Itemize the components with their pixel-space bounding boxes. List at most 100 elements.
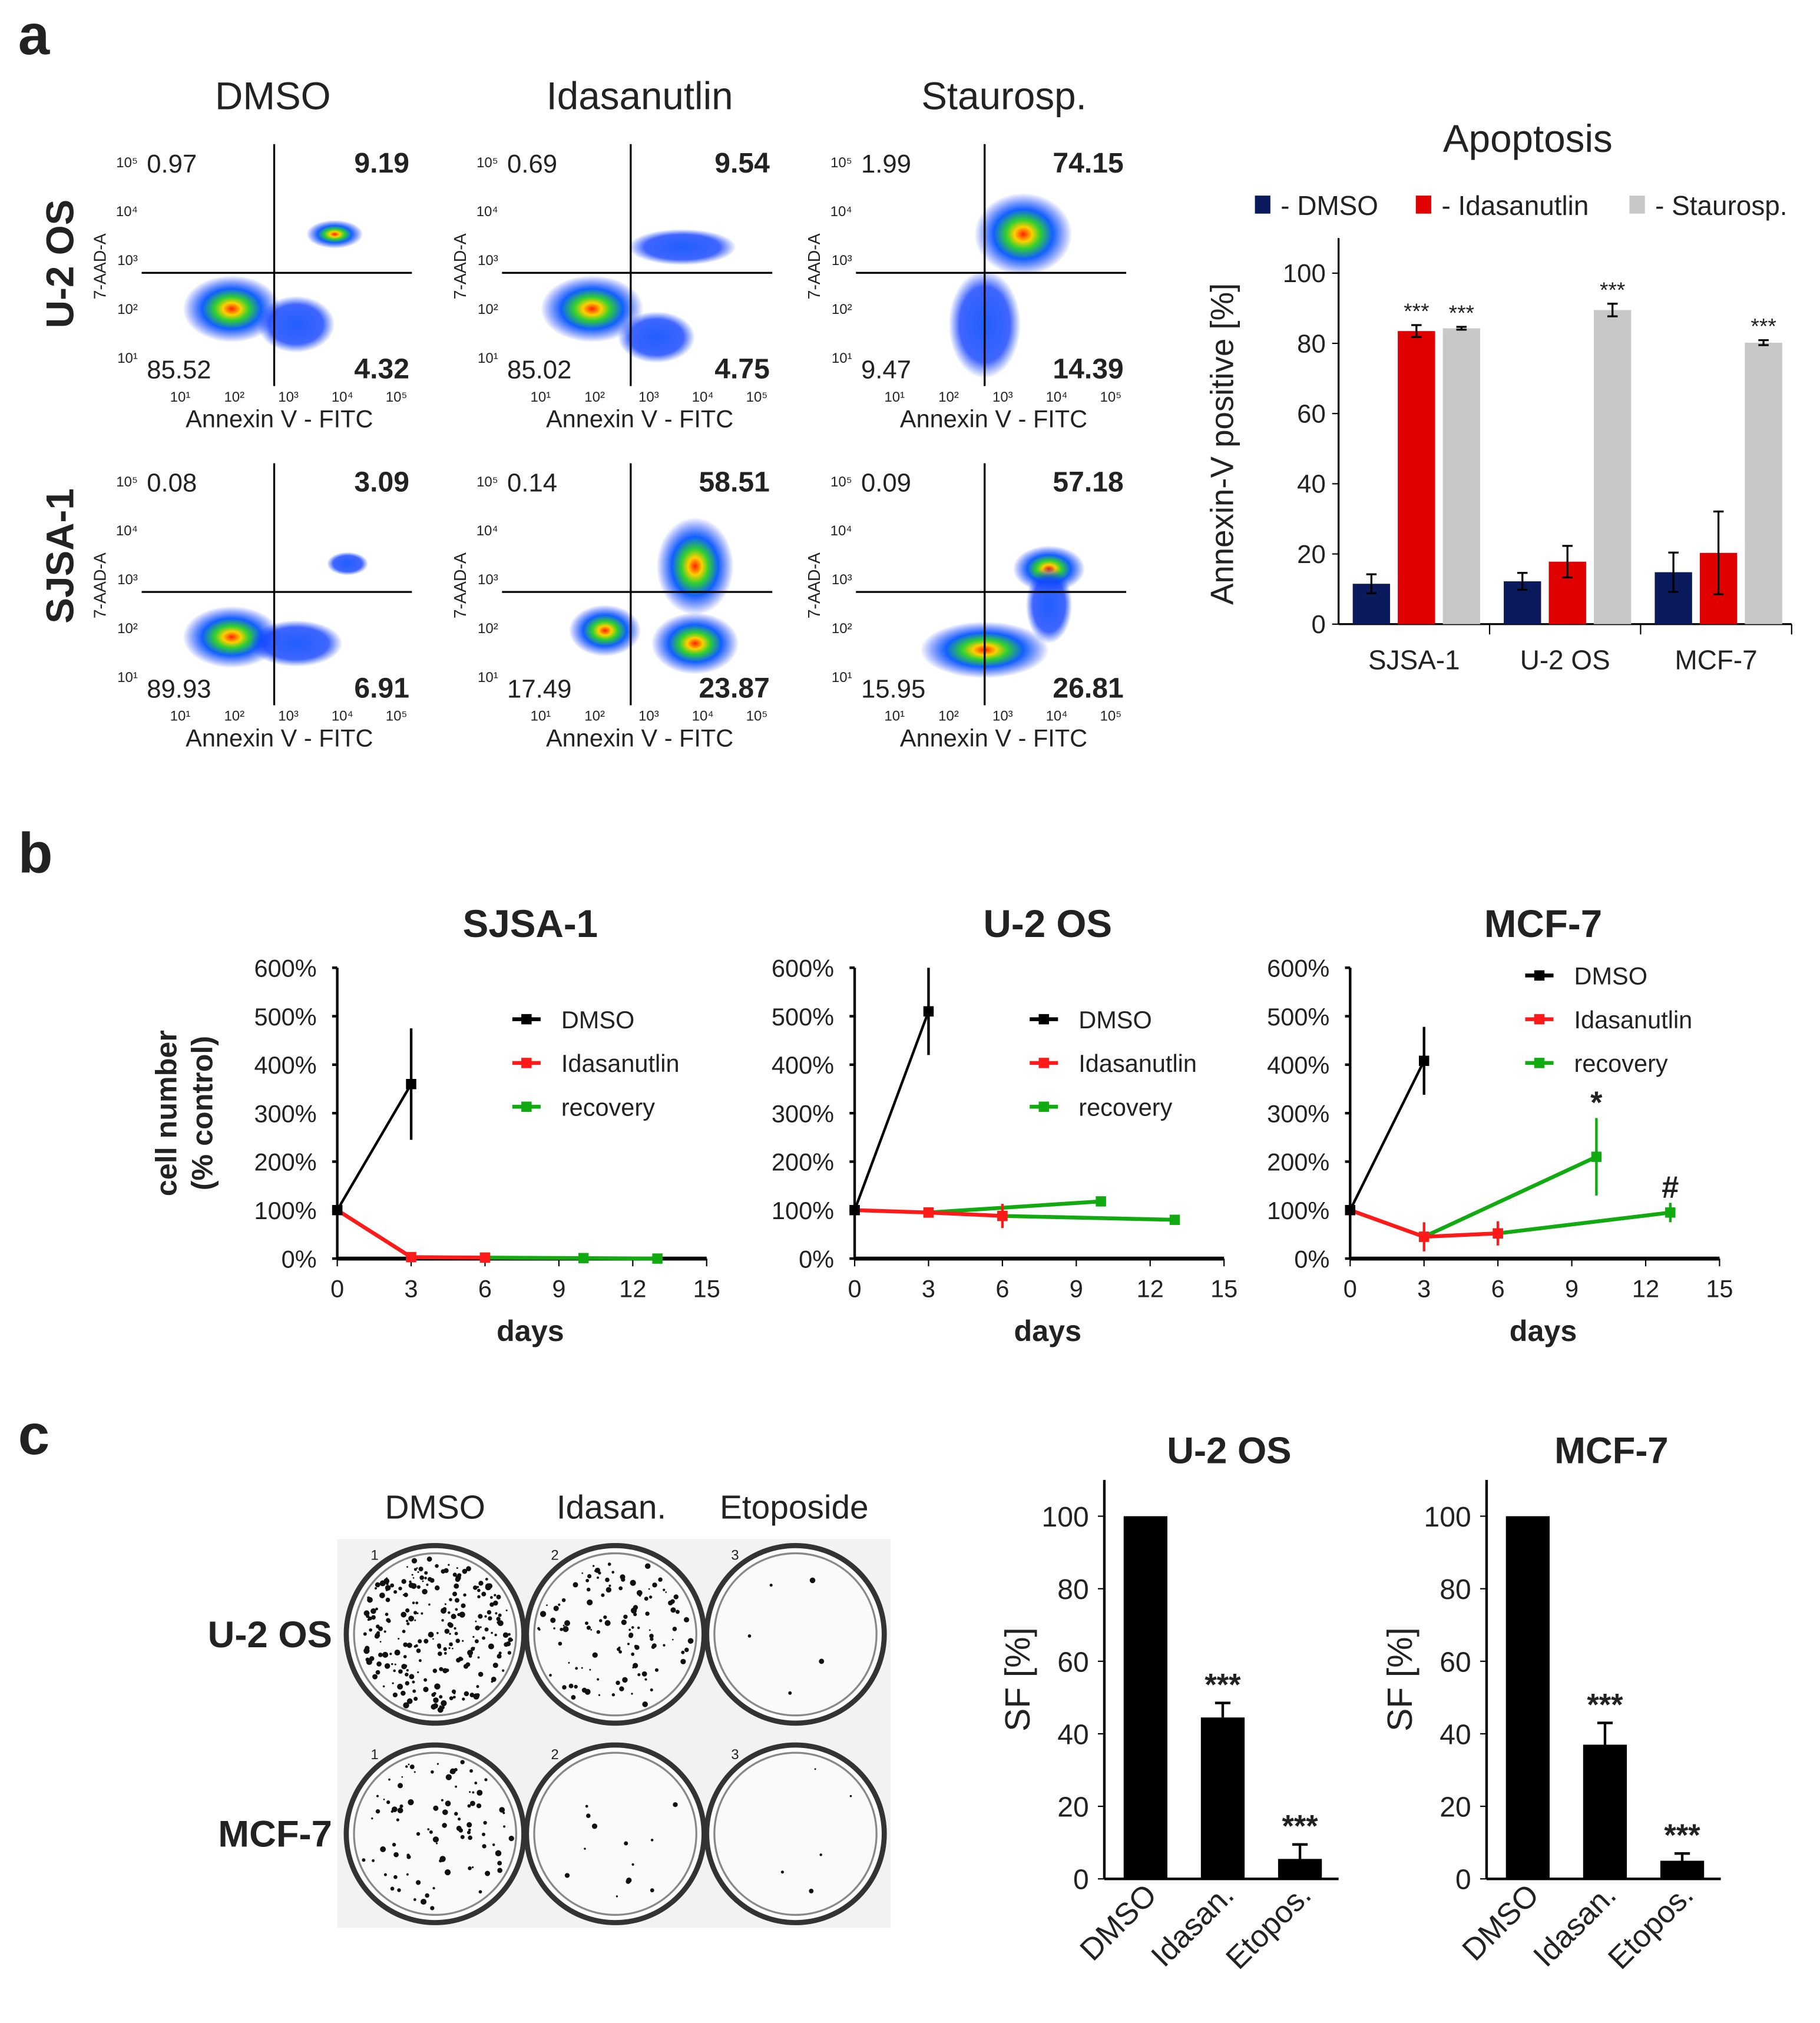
colony xyxy=(560,1627,564,1631)
y-axis-label: SF [%] xyxy=(1381,1627,1419,1731)
y-axis-label: SF [%] xyxy=(998,1627,1037,1731)
colony xyxy=(411,1574,413,1576)
colony xyxy=(497,1654,502,1659)
colony xyxy=(398,1783,403,1789)
colony xyxy=(449,1633,451,1635)
colony xyxy=(401,1776,403,1778)
colony xyxy=(436,1842,438,1845)
bar xyxy=(1200,1717,1245,1879)
y-tick-label: 40 xyxy=(1440,1719,1471,1750)
colony xyxy=(589,1668,591,1671)
data-point xyxy=(479,1252,491,1263)
culture-well: 1 xyxy=(343,1742,527,1925)
y-tick-label: 300% xyxy=(772,1100,834,1127)
colony xyxy=(491,1631,493,1634)
colony xyxy=(616,1680,620,1686)
data-point xyxy=(406,1079,416,1090)
data-point xyxy=(332,1204,343,1216)
colony xyxy=(406,1673,409,1676)
colony xyxy=(431,1770,434,1774)
colony xyxy=(443,1647,447,1651)
y-tick-label: 10⁵ xyxy=(116,155,138,171)
colony xyxy=(371,1817,373,1820)
colony xyxy=(434,1585,440,1591)
y-tick-label: 300% xyxy=(254,1100,317,1127)
colony xyxy=(477,1588,481,1592)
colony xyxy=(650,1888,654,1893)
quadrant-ll-value: 85.52 xyxy=(147,355,211,384)
y-tick-label: 60 xyxy=(1297,400,1326,429)
colony xyxy=(402,1630,406,1634)
colony xyxy=(427,1577,432,1582)
colony xyxy=(546,1604,548,1606)
colony xyxy=(398,1669,403,1674)
quadrant-ul-value: 0.09 xyxy=(861,469,911,498)
colony xyxy=(397,1807,403,1813)
colony xyxy=(496,1617,501,1621)
colony xyxy=(618,1586,623,1591)
colony xyxy=(441,1700,447,1707)
colony xyxy=(575,1667,578,1670)
quadrant-ur-value: 74.15 xyxy=(1053,147,1123,179)
colony xyxy=(416,1832,421,1836)
panel-label-c: c xyxy=(18,1403,49,1466)
colony xyxy=(445,1800,451,1807)
colony xyxy=(585,1805,588,1808)
legend-marker xyxy=(521,1014,532,1025)
colony xyxy=(496,1594,501,1600)
y-tick-label: 0 xyxy=(1455,1864,1471,1896)
colony xyxy=(484,1615,487,1618)
colony xyxy=(558,1603,561,1606)
colony xyxy=(394,1663,396,1666)
colony xyxy=(386,1586,389,1588)
chart-title: U-2 OS xyxy=(1167,1430,1291,1471)
y-tick-label: 10³ xyxy=(832,572,852,588)
colony xyxy=(472,1791,475,1794)
y-tick-label: 10³ xyxy=(117,572,138,588)
colony xyxy=(423,1638,429,1644)
x-axis-label: days xyxy=(1510,1315,1577,1347)
colony xyxy=(393,1590,398,1594)
x-tick-label: 6 xyxy=(995,1275,1009,1303)
colony xyxy=(458,1828,464,1833)
colony xyxy=(406,1698,413,1704)
colony xyxy=(480,1581,483,1584)
y-tick-label: 500% xyxy=(1267,1003,1329,1031)
colony xyxy=(374,1634,380,1639)
significance-label: *** xyxy=(1587,1688,1623,1722)
series-line-dmso xyxy=(1349,1060,1425,1211)
well-inner xyxy=(533,1751,697,1916)
colony xyxy=(442,1823,447,1828)
category-label: Etopos. xyxy=(1220,1878,1318,1976)
legend-label: DMSO xyxy=(1574,962,1648,990)
colony xyxy=(426,1583,429,1586)
legend-label: recovery xyxy=(1574,1049,1668,1077)
quadrant-lr-value: 23.87 xyxy=(699,672,770,704)
x-tick-label: 0 xyxy=(1344,1275,1357,1303)
colony xyxy=(386,1800,391,1805)
colony xyxy=(611,1693,616,1697)
colony xyxy=(425,1893,429,1898)
category-label: Idasan. xyxy=(1145,1878,1241,1974)
y-tick-label: 10⁴ xyxy=(116,204,138,220)
y-tick-label: 10¹ xyxy=(117,350,138,366)
colony xyxy=(413,1771,416,1773)
x-tick-label: 10³ xyxy=(638,389,659,405)
colony xyxy=(498,1651,502,1655)
colony xyxy=(469,1791,471,1793)
colony xyxy=(439,1856,446,1862)
y-tick-label: 60 xyxy=(1057,1646,1088,1678)
colony xyxy=(616,1895,618,1898)
y-axis-label: 7-AAD-A xyxy=(91,233,110,299)
colony xyxy=(416,1648,421,1653)
bar xyxy=(1594,310,1632,624)
colony xyxy=(478,1890,482,1894)
colony xyxy=(452,1614,456,1618)
colony xyxy=(477,1656,480,1659)
colony xyxy=(673,1802,678,1807)
colony xyxy=(386,1618,391,1623)
colony xyxy=(814,1768,816,1770)
colony xyxy=(392,1843,396,1847)
significance-label: *** xyxy=(1204,1668,1241,1702)
colony xyxy=(406,1643,412,1648)
